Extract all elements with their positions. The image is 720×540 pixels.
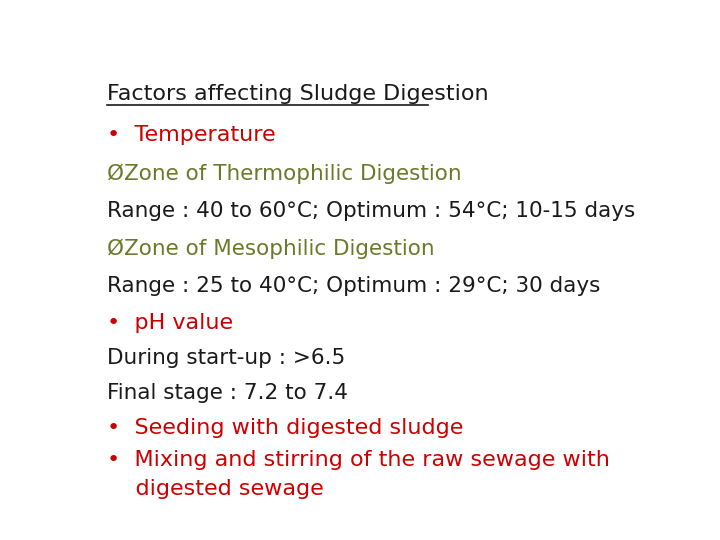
Text: •  Mixing and stirring of the raw sewage with: • Mixing and stirring of the raw sewage …: [107, 450, 610, 470]
Text: Range : 25 to 40°C; Optimum : 29°C; 30 days: Range : 25 to 40°C; Optimum : 29°C; 30 d…: [107, 276, 600, 296]
Text: ØZone of Thermophilic Digestion: ØZone of Thermophilic Digestion: [107, 164, 462, 184]
Text: Range : 40 to 60°C; Optimum : 54°C; 10-15 days: Range : 40 to 60°C; Optimum : 54°C; 10-1…: [107, 201, 635, 221]
Text: Factors affecting Sludge Digestion: Factors affecting Sludge Digestion: [107, 84, 488, 104]
Text: digested sewage: digested sewage: [107, 480, 323, 500]
Text: •  Seeding with digested sludge: • Seeding with digested sludge: [107, 418, 463, 438]
Text: •  Temperature: • Temperature: [107, 125, 275, 145]
Text: Final stage : 7.2 to 7.4: Final stage : 7.2 to 7.4: [107, 383, 348, 403]
Text: •  pH value: • pH value: [107, 313, 233, 333]
Text: During start-up : >6.5: During start-up : >6.5: [107, 348, 345, 368]
Text: ØZone of Mesophilic Digestion: ØZone of Mesophilic Digestion: [107, 239, 434, 259]
